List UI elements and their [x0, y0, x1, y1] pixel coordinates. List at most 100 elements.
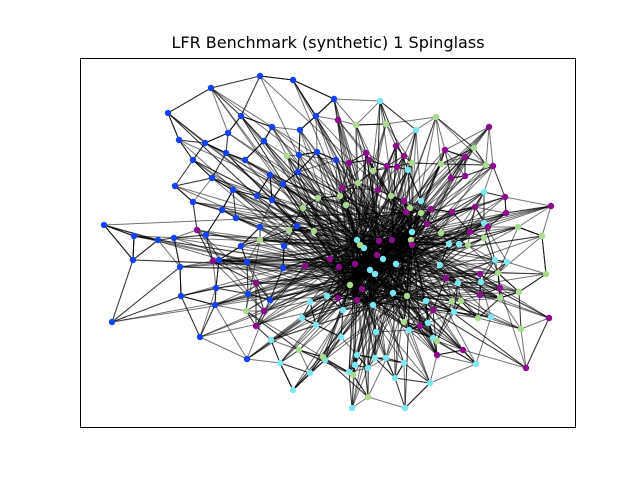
- graph-node: [252, 279, 260, 287]
- edge: [132, 239, 159, 261]
- graph-node: [502, 209, 510, 217]
- graph-node: [432, 113, 440, 121]
- edge: [240, 115, 273, 128]
- graph-node: [484, 223, 492, 231]
- graph-node: [454, 279, 462, 287]
- graph-node: [471, 203, 479, 211]
- graph-node: [383, 162, 391, 170]
- graph-node: [353, 236, 361, 244]
- edge: [361, 288, 387, 359]
- edge: [180, 295, 201, 338]
- graph-node: [382, 354, 390, 362]
- edge: [379, 100, 417, 131]
- graph-node: [189, 198, 197, 206]
- graph-node: [400, 359, 408, 367]
- graph-node: [496, 294, 504, 302]
- graph-node: [412, 126, 420, 134]
- graph-node: [201, 139, 209, 147]
- graph-node: [538, 232, 546, 240]
- graph-node: [335, 263, 343, 271]
- graph-node: [371, 354, 379, 362]
- edge: [214, 304, 248, 360]
- graph-node: [237, 112, 245, 120]
- edge: [385, 123, 397, 147]
- edge: [411, 244, 453, 302]
- edge: [282, 244, 361, 269]
- graph-node: [522, 364, 530, 372]
- graph-node: [401, 404, 409, 412]
- edge: [394, 377, 431, 384]
- graph-node: [296, 126, 304, 134]
- graph-node: [433, 337, 441, 345]
- graph-node: [266, 296, 274, 304]
- graph-node: [366, 266, 374, 274]
- edge: [167, 87, 212, 114]
- edge: [374, 357, 396, 379]
- edge: [329, 258, 371, 271]
- edge: [335, 159, 340, 268]
- edge: [479, 294, 550, 319]
- graph-node: [334, 116, 342, 124]
- edge: [299, 115, 317, 131]
- edge: [369, 231, 471, 271]
- graph-node: [295, 151, 303, 159]
- edge: [192, 159, 213, 179]
- graph-node: [207, 84, 215, 92]
- graph-node: [389, 289, 397, 297]
- edge: [541, 205, 552, 237]
- graph-node: [279, 264, 287, 272]
- edge: [288, 211, 407, 231]
- edge: [316, 151, 337, 161]
- graph-node: [515, 288, 523, 296]
- graph-node: [312, 112, 320, 120]
- graph-node: [339, 306, 347, 314]
- graph-node: [354, 179, 362, 187]
- edge: [263, 140, 288, 157]
- edge: [363, 231, 413, 249]
- graph-node: [353, 296, 361, 304]
- graph-node: [342, 201, 350, 209]
- graph-node: [447, 174, 455, 182]
- edge: [333, 98, 381, 102]
- graph-node: [312, 321, 320, 329]
- edge: [499, 287, 527, 369]
- edge: [372, 295, 408, 306]
- graph-node: [164, 109, 172, 117]
- graph-node: [295, 346, 303, 354]
- edge: [435, 116, 487, 166]
- edge: [403, 129, 417, 157]
- edge: [506, 261, 547, 275]
- graph-node: [388, 236, 396, 244]
- edge: [369, 175, 466, 271]
- edge: [298, 299, 358, 351]
- edge: [352, 374, 369, 398]
- edge: [297, 171, 413, 246]
- edge: [205, 209, 223, 236]
- edge: [174, 159, 194, 187]
- graph-node: [461, 172, 469, 180]
- edge: [483, 165, 494, 193]
- graph-node: [243, 258, 251, 266]
- graph-node: [400, 318, 408, 326]
- graph-node: [362, 149, 370, 157]
- edge: [520, 317, 550, 330]
- graph-node: [196, 333, 204, 341]
- edge: [436, 349, 464, 356]
- edge: [225, 132, 229, 154]
- edge: [411, 244, 434, 311]
- edge: [385, 116, 437, 125]
- edge: [210, 87, 229, 134]
- graph-node: [279, 180, 287, 188]
- graph-node: [542, 270, 550, 278]
- edge: [315, 244, 361, 326]
- edge: [246, 244, 361, 263]
- graph-node: [154, 236, 162, 244]
- edge: [391, 239, 464, 351]
- graph-node: [211, 301, 219, 309]
- edge: [111, 266, 181, 323]
- edge: [444, 149, 452, 179]
- edge: [326, 284, 351, 297]
- graph-node: [429, 306, 437, 314]
- edge: [394, 377, 406, 409]
- edge: [520, 328, 527, 369]
